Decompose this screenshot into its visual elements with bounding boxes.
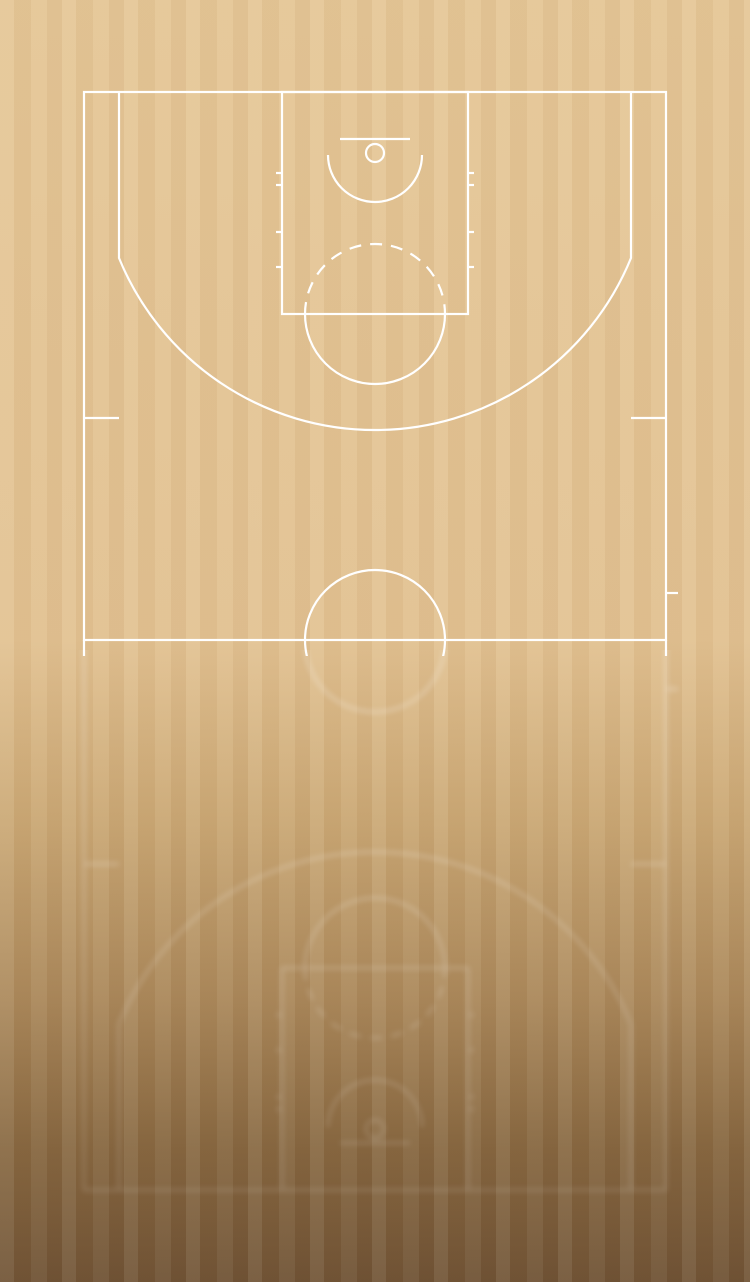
court-reflection — [82, 570, 680, 1192]
court-lines — [82, 90, 680, 656]
